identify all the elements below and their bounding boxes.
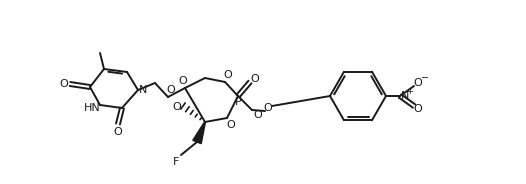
Text: F: F (173, 157, 179, 167)
Text: O: O (413, 104, 422, 114)
Text: O: O (250, 74, 259, 84)
Text: O: O (59, 79, 68, 89)
Text: P: P (235, 97, 241, 107)
Text: O: O (173, 102, 181, 112)
Polygon shape (193, 122, 206, 144)
Text: O: O (254, 110, 262, 120)
Text: N: N (139, 85, 147, 95)
Text: −: − (421, 73, 429, 83)
Text: O: O (114, 127, 123, 137)
Text: O: O (264, 103, 272, 113)
Text: O: O (224, 70, 232, 80)
Text: O: O (167, 85, 175, 95)
Text: O: O (227, 120, 235, 130)
Text: N: N (401, 91, 409, 101)
Text: +: + (407, 86, 413, 95)
Text: O: O (413, 78, 422, 88)
Text: O: O (179, 76, 187, 86)
Text: HN: HN (84, 103, 100, 113)
